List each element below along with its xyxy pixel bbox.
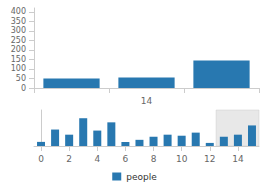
svg-text:100: 100: [11, 64, 26, 73]
svg-text:8: 8: [151, 154, 157, 164]
svg-text:200: 200: [11, 45, 26, 54]
svg-text:150: 150: [11, 55, 26, 64]
svg-text:12: 12: [204, 154, 215, 164]
svg-text:2: 2: [66, 154, 72, 164]
svg-text:4: 4: [94, 154, 100, 164]
svg-text:people: people: [126, 172, 157, 182]
svg-text:300: 300: [11, 26, 26, 35]
svg-text:350: 350: [11, 17, 26, 26]
svg-text:400: 400: [11, 7, 26, 16]
svg-text:14: 14: [232, 154, 244, 164]
svg-text:14: 14: [141, 96, 153, 106]
svg-text:0: 0: [21, 84, 26, 93]
svg-text:0: 0: [38, 154, 44, 164]
svg-text:50: 50: [16, 74, 26, 83]
svg-text:10: 10: [176, 154, 188, 164]
svg-text:6: 6: [123, 154, 129, 164]
svg-text:250: 250: [11, 36, 26, 45]
